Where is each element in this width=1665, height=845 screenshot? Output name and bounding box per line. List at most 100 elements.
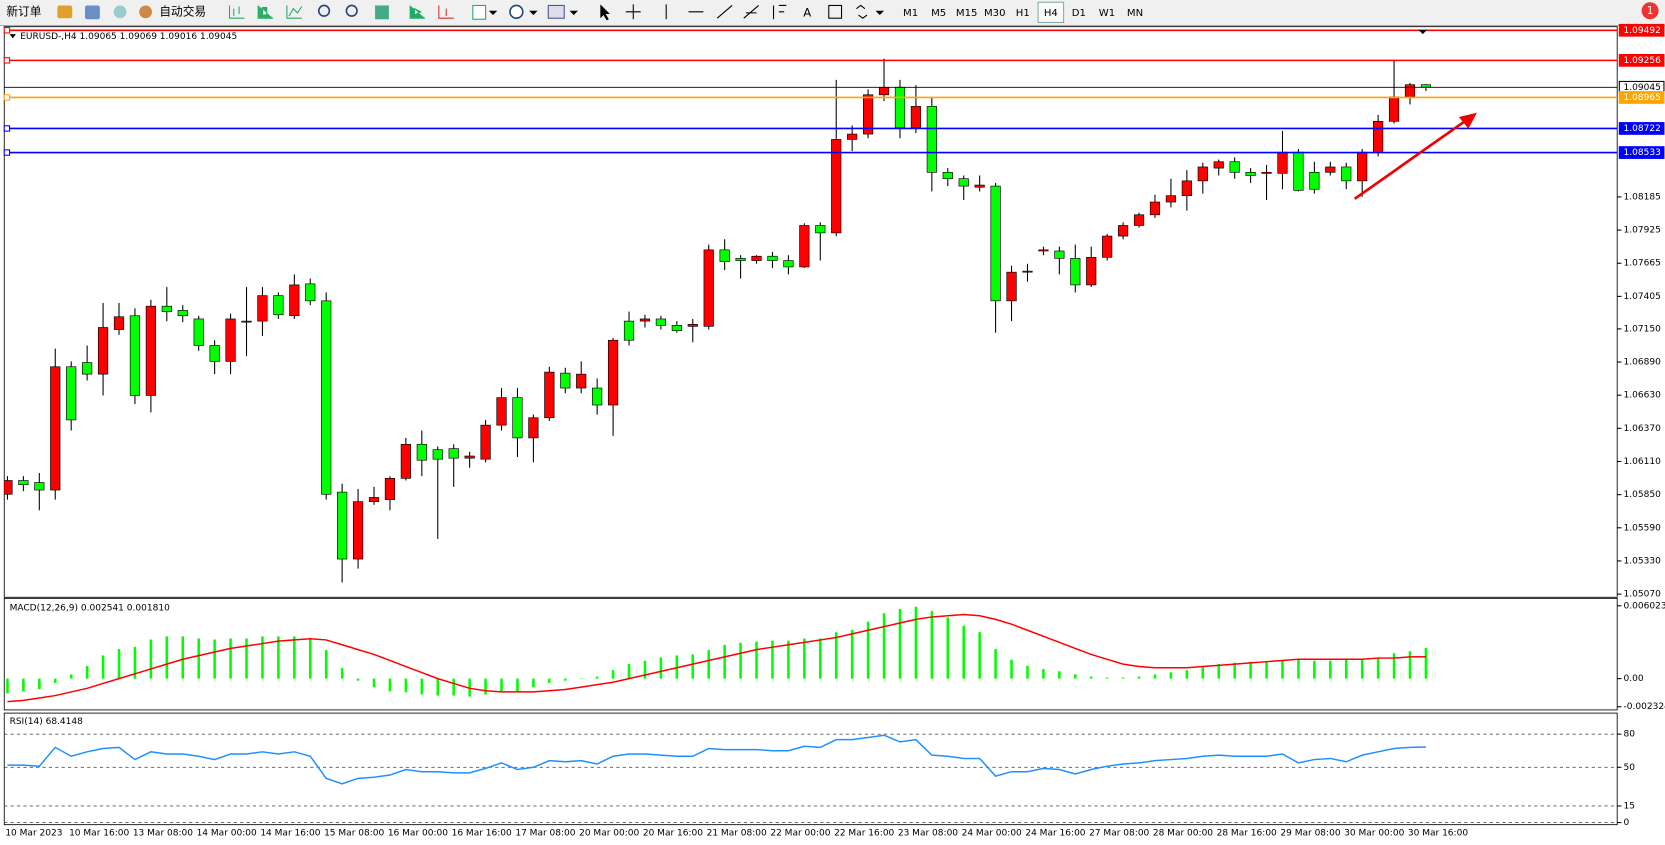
x-tick-label: 24 Mar 16:00: [1025, 829, 1085, 839]
macd-bar: [69, 674, 73, 679]
toolbar-icon[interactable]: [472, 4, 487, 20]
timeframe-button[interactable]: H4: [1044, 8, 1058, 19]
candle-body: [528, 417, 539, 439]
candle-body: [1149, 201, 1161, 216]
candle-body: [512, 397, 523, 439]
timeframe-button[interactable]: MN: [1127, 8, 1143, 19]
level-tag: [1618, 23, 1665, 37]
macd-bar: [946, 617, 950, 679]
timeframe-button[interactable]: M15: [956, 8, 978, 19]
macd-bar: [994, 649, 997, 679]
toolbar-icon[interactable]: [139, 5, 152, 19]
candle-body: [1070, 258, 1081, 286]
toolbar-icon[interactable]: [438, 5, 454, 19]
x-tick-label: 28 Mar 00:00: [1153, 829, 1213, 839]
candle-body: [1102, 235, 1113, 258]
macd-bar: [356, 678, 360, 681]
toolbar-icon[interactable]: [856, 4, 868, 19]
y-tick-label: 1.06630: [1624, 391, 1662, 401]
level-handle[interactable]: [3, 57, 11, 64]
toolbar-icon[interactable]: [600, 4, 610, 21]
macd-panel: [3, 597, 1618, 711]
candle-body: [1054, 250, 1065, 259]
timeframe-button[interactable]: D1: [1072, 8, 1086, 19]
macd-bar: [277, 636, 280, 679]
toolbar-icon[interactable]: [85, 5, 100, 20]
x-tick-label: 15 Mar 08:00: [324, 829, 384, 839]
x-tick-label: 16 Mar 00:00: [388, 829, 448, 839]
toolbar-icon[interactable]: [57, 5, 73, 19]
toolbar-text-tool[interactable]: A: [803, 5, 811, 19]
level-handle[interactable]: [3, 125, 11, 132]
toolbar-icon[interactable]: [665, 4, 787, 20]
macd-bar: [229, 638, 232, 679]
timeframe-button[interactable]: H1: [1016, 8, 1030, 19]
macd-bar: [101, 655, 105, 679]
toolbar-icon[interactable]: [375, 5, 389, 20]
toolbar-icon[interactable]: [625, 4, 641, 20]
y-tick-label: 1.07925: [1624, 226, 1661, 236]
level-handle[interactable]: [3, 27, 11, 34]
x-tick-label: 24 Mar 00:00: [962, 829, 1022, 839]
macd-bar: [516, 678, 519, 692]
toolbar-button[interactable]: 自动交易: [159, 4, 206, 18]
level-handle[interactable]: [3, 94, 11, 101]
candle-body: [1197, 166, 1208, 182]
level-tag-label: 1.09045: [1624, 83, 1661, 93]
macd-bar: [691, 654, 695, 679]
toolbar-icon[interactable]: [228, 5, 245, 19]
toolbar-icon[interactable]: [345, 4, 358, 17]
toolbar-icon[interactable]: [317, 4, 331, 17]
notification-badge[interactable]: [1641, 2, 1659, 20]
indicator-line: [7, 613, 1426, 703]
macd-bar: [1121, 677, 1125, 679]
candle-body: [1133, 214, 1145, 226]
toolbar-icon[interactable]: [509, 4, 524, 20]
macd-bar: [787, 640, 790, 679]
candle-body: [225, 318, 236, 362]
rsi-title: RSI(14) 68.4148: [10, 717, 84, 727]
timeframe-button[interactable]: M1: [903, 8, 918, 19]
macd-bar: [484, 678, 487, 695]
toolbar-icon[interactable]: [547, 4, 565, 19]
x-tick-label: 29 Mar 08:00: [1280, 829, 1340, 839]
macd-bar: [1360, 659, 1364, 679]
macd-bar: [803, 638, 806, 679]
candle-body: [129, 315, 141, 396]
level-tag: [1618, 122, 1665, 135]
timeframe-button[interactable]: M5: [931, 8, 946, 19]
macd-bar: [245, 638, 248, 679]
macd-bar: [627, 663, 631, 679]
macd-bar: [834, 632, 838, 679]
candle-body: [544, 371, 555, 419]
candle-body: [66, 366, 77, 421]
macd-bar: [1058, 671, 1061, 679]
toolbar-icon[interactable]: [113, 5, 127, 19]
candle-body: [815, 225, 826, 234]
macd-bar: [659, 657, 663, 679]
macd-title: MACD(12,26,9) 0.002541 0.001810: [10, 603, 171, 613]
macd-bar: [866, 621, 870, 679]
x-tick-label: 20 Mar 16:00: [643, 829, 703, 839]
x-tick-label: 22 Mar 00:00: [770, 829, 830, 839]
indicator-line: [7, 734, 1426, 785]
toolbar-icon[interactable]: [257, 5, 274, 19]
level-tag: [1618, 91, 1665, 104]
toolbar-button[interactable]: 新订单: [6, 4, 41, 18]
candle-body: [1022, 270, 1033, 273]
candle-body: [177, 310, 188, 317]
toolbar-icon[interactable]: [409, 5, 426, 19]
candle-body: [289, 284, 300, 317]
macd-bar: [22, 678, 25, 692]
symbol-menu-arrow[interactable]: [9, 34, 16, 39]
level-handle[interactable]: [3, 149, 11, 156]
timeframe-button[interactable]: W1: [1099, 8, 1115, 19]
macd-bar: [149, 639, 153, 679]
candle-body: [958, 178, 969, 187]
macd-bar: [261, 636, 264, 679]
timeframe-button[interactable]: M30: [984, 8, 1006, 19]
candle-body: [18, 480, 29, 486]
toolbar-icon[interactable]: [286, 5, 303, 19]
toolbar-icon[interactable]: [828, 4, 843, 19]
macd-bar: [723, 644, 726, 679]
